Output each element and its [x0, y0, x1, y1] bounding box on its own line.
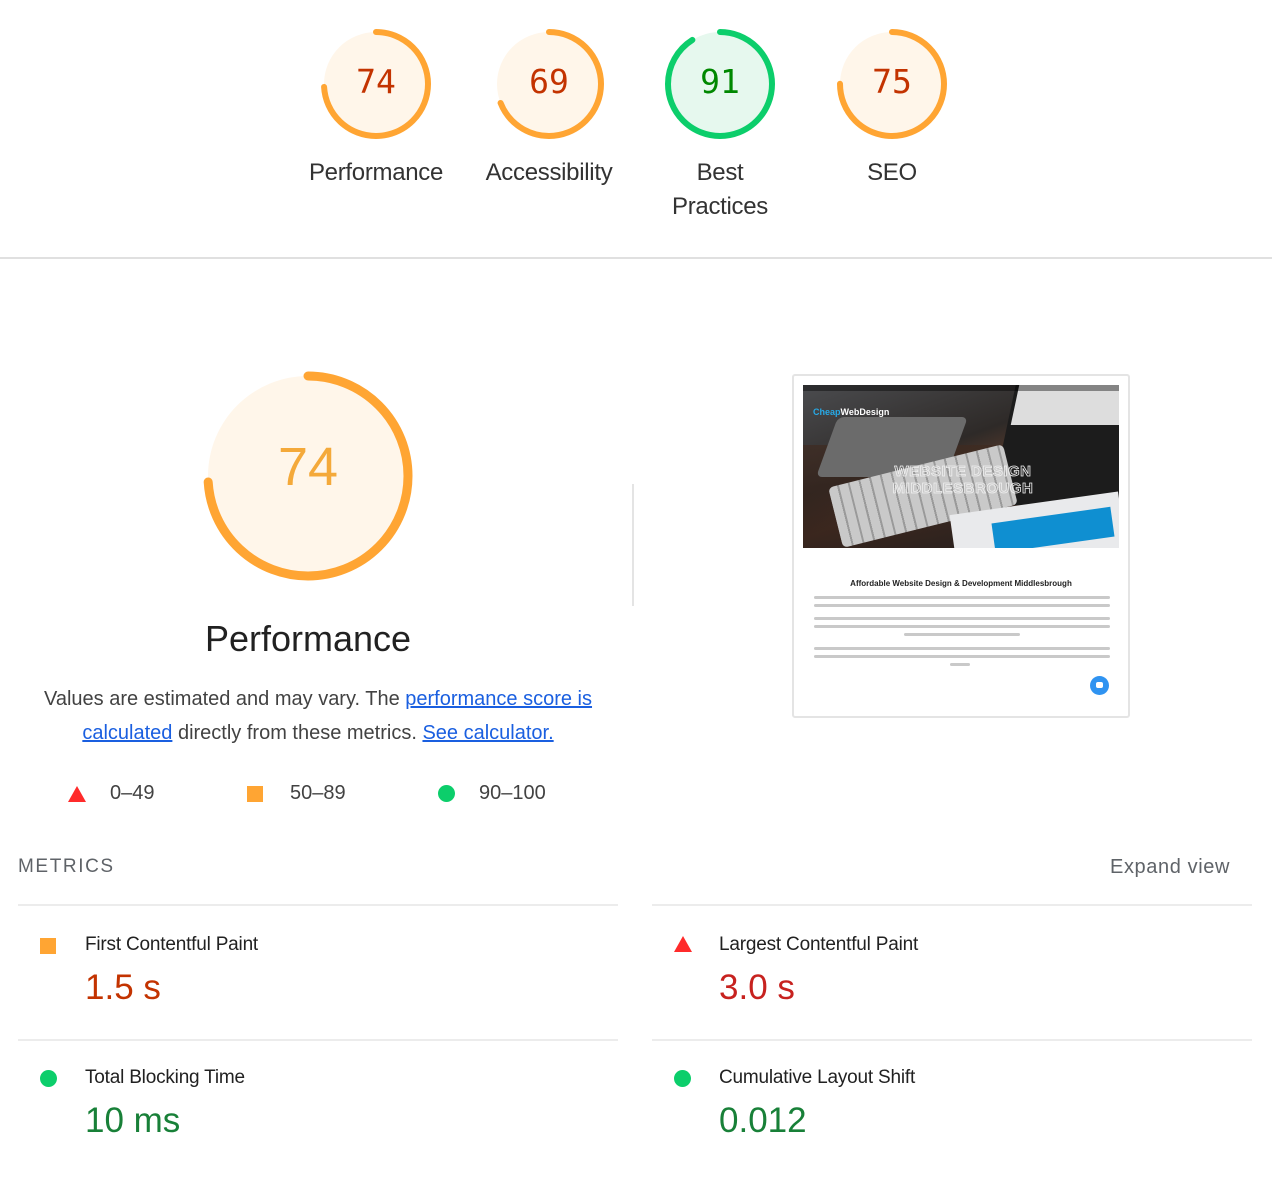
- metrics-divider: [18, 904, 618, 906]
- text-line: [814, 625, 1110, 628]
- gauge-score: 74: [356, 62, 396, 101]
- thumbnail-topbar: [803, 385, 1119, 391]
- description-text: Values are estimated and may vary. The: [43, 688, 406, 710]
- gauge-arc-icon: [665, 29, 775, 139]
- performance-score-link[interactable]: performance score is calculated: [82, 688, 593, 744]
- gauge-arc-icon: [494, 29, 604, 139]
- metric-value: 1.5 s: [85, 968, 161, 1007]
- green-circle-icon: [438, 785, 455, 802]
- gauge-label: SEO: [867, 159, 917, 186]
- legend-item-fail: 0–49: [68, 782, 155, 805]
- section-divider: [0, 257, 1272, 259]
- metric-cumulative-layout-shift: Cumulative Layout Shift 0.012 0.021: [652, 1067, 1252, 1177]
- gauge-arc-icon: [837, 29, 947, 139]
- metric-value: 3.0 s: [719, 968, 795, 1007]
- text-line: [814, 604, 1110, 607]
- metrics-divider: [652, 904, 1252, 906]
- final-screenshot-thumbnail[interactable]: CheapWebDesign WEBSITE DESIGN MIDDLESBRO…: [792, 374, 1130, 718]
- legend-range: 0–49: [110, 782, 155, 804]
- thumbnail-hero-image: CheapWebDesign WEBSITE DESIGN MIDDLESBRO…: [803, 385, 1119, 548]
- gauge-seo[interactable]: 75 SEO: [822, 26, 962, 190]
- see-calculator-link[interactable]: See calculator.: [422, 722, 554, 744]
- performance-gauge: 74: [198, 366, 418, 586]
- gauge-ring: 91: [662, 26, 778, 142]
- legend-item-pass: 90–100: [438, 782, 546, 805]
- performance-description: Values are estimated and may vary. The p…: [18, 682, 618, 750]
- gauge-arc-icon: [203, 371, 413, 581]
- brand-suffix: WebDesign: [840, 407, 890, 417]
- metric-name: Total Blocking Time: [85, 1067, 245, 1088]
- legend-item-average: 50–89: [247, 782, 346, 805]
- metric-first-contentful-paint: First Contentful Paint 1.5 s: [18, 934, 618, 1054]
- gauge-performance[interactable]: 74 Performance: [306, 26, 446, 190]
- gauge-ring: 69: [491, 26, 607, 142]
- expand-view-toggle[interactable]: Expand view: [1110, 856, 1230, 878]
- vertical-divider: [632, 484, 634, 606]
- headline-line: MIDDLESBROUGH: [892, 480, 1034, 498]
- metric-value: 0.012: [719, 1101, 807, 1140]
- gauge-best-practices[interactable]: 91 Best Practices: [650, 26, 790, 224]
- performance-score: 74: [277, 437, 339, 497]
- orange-square-icon: [247, 785, 263, 802]
- gauge-ring: 74: [318, 26, 434, 142]
- red-triangle-icon: [68, 785, 86, 802]
- gauge-score: 91: [700, 62, 740, 101]
- text-line: [950, 663, 970, 666]
- red-triangle-icon: [674, 936, 692, 957]
- headline-line: WEBSITE DESIGN: [894, 463, 1032, 481]
- thumbnail-headline: WEBSITE DESIGN MIDDLESBROUGH: [863, 463, 1063, 498]
- gauge-score: 75: [872, 62, 912, 101]
- metric-value-clipped: 0 ms: [85, 1145, 161, 1155]
- gauge-label-line: Practices: [672, 193, 768, 220]
- gauge-label-line: Best: [696, 159, 744, 186]
- score-legend: 0–49 50–89 90–100: [0, 782, 640, 808]
- legend-range: 50–89: [290, 782, 346, 804]
- thumbnail-brand: CheapWebDesign: [813, 407, 889, 417]
- text-line: [904, 633, 1020, 636]
- metrics-header: METRICS: [18, 856, 115, 877]
- metric-value: 10 ms: [85, 1101, 181, 1140]
- text-line: [814, 655, 1110, 658]
- gauge-arc-icon: [321, 29, 431, 139]
- metrics-divider: [18, 1039, 618, 1041]
- performance-title: Performance: [204, 618, 412, 659]
- description-text: directly from these metrics.: [172, 722, 423, 744]
- metric-name: First Contentful Paint: [85, 934, 259, 955]
- metric-name: Largest Contentful Paint: [719, 934, 919, 955]
- gauge-score: 69: [529, 62, 569, 101]
- gauge-ring: 75: [834, 26, 950, 142]
- green-circle-icon: [40, 1070, 57, 1092]
- metrics-divider: [652, 1039, 1252, 1041]
- green-circle-icon: [674, 1070, 691, 1092]
- legend-range: 90–100: [479, 782, 546, 804]
- text-line: [814, 647, 1110, 650]
- metric-largest-contentful-paint: Largest Contentful Paint 3.0 s: [652, 934, 1252, 1054]
- gauge-label: Performance: [308, 159, 444, 186]
- chat-bubble-icon: [1090, 676, 1109, 695]
- gauge-label: Accessibility: [485, 159, 613, 186]
- metric-total-blocking-time: Total Blocking Time 10 ms 0 ms: [18, 1067, 618, 1177]
- category-score-summary: 74 Performance 69 Accessibility 91 Best …: [0, 26, 1272, 236]
- gauge-accessibility[interactable]: 69 Accessibility: [479, 26, 619, 190]
- gauge-label: Best Practices: [650, 156, 790, 224]
- text-line: [814, 596, 1110, 599]
- thumbnail-page-title: Affordable Website Design & Development …: [850, 579, 1072, 588]
- brand-prefix: Cheap: [813, 407, 841, 417]
- metric-name: Cumulative Layout Shift: [719, 1067, 916, 1088]
- orange-square-icon: [40, 938, 56, 959]
- metric-value-clipped: 0.021: [719, 1145, 807, 1155]
- text-line: [814, 617, 1110, 620]
- laptop-screen-shape: [1010, 385, 1119, 425]
